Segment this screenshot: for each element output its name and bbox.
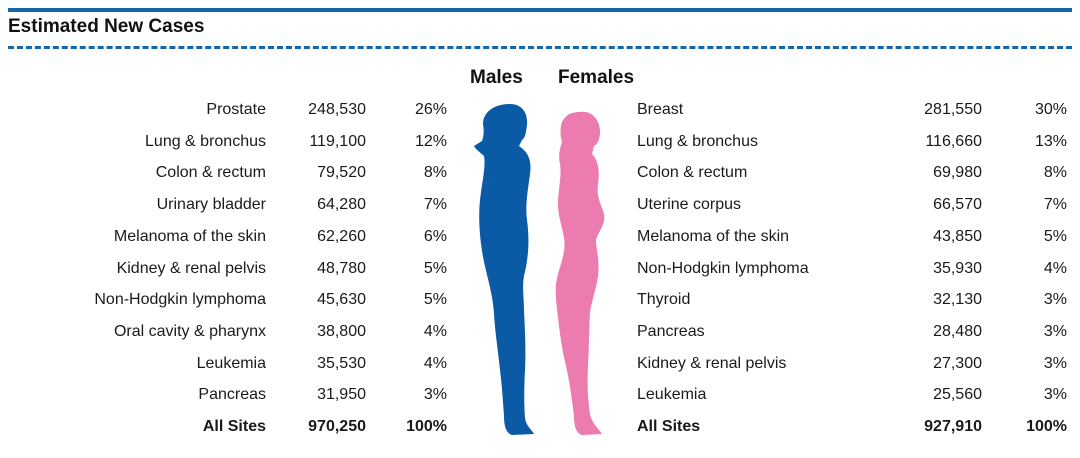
female-site-cell: Pancreas: [637, 322, 705, 340]
male-cases-cell: 970,250: [308, 418, 366, 435]
male-cases-cell: 62,260: [317, 227, 366, 245]
female-cases-cell: 27,300: [933, 354, 982, 372]
table-row: Oral cavity & pharynx 38,800 4% Pancreas 28,…: [0, 316, 1080, 348]
male-percent-cell: 26%: [414, 101, 447, 118]
table-row: Non-Hodgkin lymphoma 45,630 5% Thyroid 32,13…: [0, 284, 1080, 316]
male-site-cell: Non-Hodgkin lymphoma: [94, 291, 266, 309]
male-silhouette-icon: [474, 104, 534, 435]
male-percent-cell: 4%: [423, 354, 447, 372]
male-site-cell: Melanoma of the skin: [113, 227, 266, 245]
male-percent-cell: 7%: [423, 196, 447, 214]
table-row: Lung & bronchus 119,100 12% Lung & bronchus…: [0, 126, 1080, 158]
female-site-cell: Lung & bronchus: [637, 132, 758, 150]
male-site-cell: Oral cavity & pharynx: [113, 322, 266, 340]
male-cases-cell: 79,520: [317, 164, 366, 182]
female-cases-cell: 116,660: [925, 132, 982, 150]
females-header: Females: [558, 67, 635, 88]
female-cases-cell: 28,480: [933, 322, 982, 340]
female-cases-cell: 66,570: [933, 196, 982, 214]
male-percent-cell: 4%: [423, 322, 447, 340]
male-percent-cell: 3%: [423, 386, 447, 404]
male-cases-cell: 45,630: [317, 291, 366, 309]
male-cases-cell: 38,800: [317, 322, 366, 340]
female-cases-cell: 43,850: [933, 227, 982, 245]
female-site-cell: Breast: [637, 101, 684, 118]
males-header: Males: [470, 67, 523, 88]
top-rule: [8, 8, 1072, 12]
male-percent-cell: 6%: [423, 227, 447, 245]
male-site-cell: All Sites: [202, 418, 266, 435]
female-site-cell: Thyroid: [637, 291, 691, 309]
table-row: Urinary bladder 64,280 7% Uterine corpus 66,…: [0, 189, 1080, 221]
male-percent-cell: 5%: [423, 291, 447, 309]
male-cases-cell: 48,780: [317, 259, 366, 277]
male-percent-cell: 100%: [406, 418, 447, 435]
male-site-cell: Prostate: [206, 101, 266, 118]
male-site-cell: Urinary bladder: [156, 196, 266, 214]
female-percent-cell: 5%: [1043, 227, 1067, 245]
female-silhouette-icon: [555, 111, 605, 435]
female-percent-cell: 3%: [1043, 291, 1067, 309]
male-cases-cell: 248,530: [308, 101, 366, 118]
female-cases-cell: 32,130: [933, 291, 982, 309]
female-cases-cell: 35,930: [933, 259, 982, 277]
female-site-cell: Non-Hodgkin lymphoma: [637, 259, 809, 277]
female-site-cell: Leukemia: [637, 386, 707, 404]
female-site-cell: All Sites: [637, 418, 701, 435]
cases-table: Prostate 248,530 26% Breast 281,550 30% Lung &…: [0, 94, 1080, 444]
male-site-cell: Colon & rectum: [155, 164, 266, 182]
male-percent-cell: 5%: [423, 259, 447, 277]
female-cases-cell: 69,980: [933, 164, 982, 182]
male-percent-cell: 12%: [414, 132, 447, 150]
male-site-cell: Kidney & renal pelvis: [116, 259, 266, 277]
female-site-cell: Uterine corpus: [637, 196, 742, 214]
female-percent-cell: 13%: [1034, 132, 1067, 150]
table-row: Leukemia 35,530 4% Kidney & renal pelvis 27,…: [0, 348, 1080, 380]
female-percent-cell: 100%: [1026, 418, 1067, 435]
female-site-cell: Melanoma of the skin: [637, 227, 790, 245]
male-site-cell: Leukemia: [196, 354, 266, 372]
female-percent-cell: 3%: [1043, 386, 1067, 404]
female-percent-cell: 4%: [1043, 259, 1067, 277]
female-cases-cell: 927,910: [924, 418, 982, 435]
totals-row: All Sites 970,250 100% All Sites 927,910 100%: [0, 411, 1080, 443]
male-cases-cell: 35,530: [317, 354, 366, 372]
table-row: Prostate 248,530 26% Breast 281,550 30%: [0, 94, 1080, 126]
table-row: Melanoma of the skin 62,260 6% Melanoma of …: [0, 221, 1080, 253]
table-row: Colon & rectum 79,520 8% Colon & rectum 69,9…: [0, 157, 1080, 189]
table-row: Pancreas 31,950 3% Leukemia 25,560 3%: [0, 379, 1080, 411]
male-site-cell: Pancreas: [198, 386, 266, 404]
male-cases-cell: 119,100: [309, 132, 366, 150]
male-cases-cell: 31,950: [317, 386, 366, 404]
female-percent-cell: 8%: [1043, 164, 1067, 182]
male-cases-cell: 64,280: [317, 196, 366, 214]
female-percent-cell: 3%: [1043, 322, 1067, 340]
page-title: Estimated New Cases: [8, 16, 205, 37]
table-row: Kidney & renal pelvis 48,780 5% Non-Hodgkin…: [0, 253, 1080, 285]
female-percent-cell: 30%: [1034, 101, 1067, 118]
female-site-cell: Colon & rectum: [637, 164, 748, 182]
female-percent-cell: 3%: [1043, 354, 1067, 372]
female-site-cell: Kidney & renal pelvis: [637, 354, 787, 372]
male-percent-cell: 8%: [423, 164, 447, 182]
female-percent-cell: 7%: [1043, 196, 1067, 214]
male-site-cell: Lung & bronchus: [145, 132, 266, 150]
dashed-divider: [8, 46, 1072, 49]
female-cases-cell: 281,550: [924, 101, 982, 118]
female-cases-cell: 25,560: [933, 386, 982, 404]
